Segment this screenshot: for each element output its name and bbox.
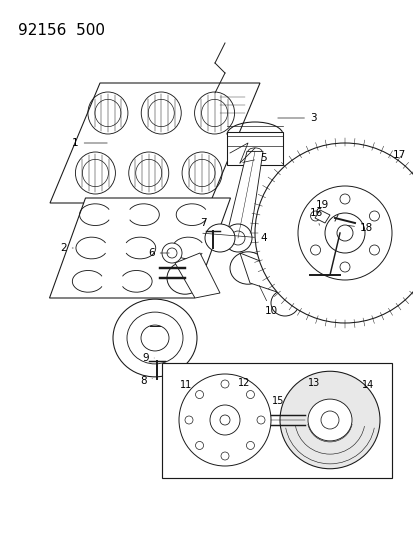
Circle shape — [254, 143, 413, 323]
Text: 11: 11 — [180, 380, 192, 390]
Text: 15: 15 — [271, 396, 284, 406]
Circle shape — [230, 231, 244, 245]
Circle shape — [246, 441, 254, 449]
Ellipse shape — [166, 262, 202, 294]
Circle shape — [246, 391, 254, 399]
Text: 8: 8 — [140, 376, 152, 386]
Text: 1: 1 — [72, 138, 107, 148]
Ellipse shape — [307, 399, 351, 441]
Polygon shape — [289, 265, 324, 295]
Text: 9: 9 — [142, 353, 154, 363]
Polygon shape — [225, 151, 262, 238]
Text: 19: 19 — [315, 200, 328, 213]
Text: 16: 16 — [309, 208, 323, 225]
Bar — [161, 363, 391, 478]
Circle shape — [185, 416, 192, 424]
Text: 4: 4 — [202, 233, 266, 243]
Circle shape — [219, 415, 230, 425]
Text: 92156  500: 92156 500 — [18, 23, 105, 38]
Text: 6: 6 — [147, 248, 169, 258]
Text: 10: 10 — [259, 286, 278, 316]
Text: 17: 17 — [389, 150, 405, 160]
Circle shape — [310, 211, 320, 221]
Ellipse shape — [271, 290, 298, 316]
Circle shape — [221, 452, 228, 460]
Circle shape — [320, 411, 338, 429]
Polygon shape — [175, 253, 219, 298]
Circle shape — [336, 225, 352, 241]
Circle shape — [368, 245, 379, 255]
Ellipse shape — [141, 325, 169, 351]
Circle shape — [221, 380, 228, 388]
Text: 2: 2 — [60, 243, 73, 253]
Text: 5: 5 — [242, 153, 266, 163]
Ellipse shape — [204, 224, 235, 252]
Text: 7: 7 — [199, 218, 212, 233]
Polygon shape — [50, 83, 259, 203]
Bar — [226, 132, 282, 165]
Circle shape — [195, 441, 203, 449]
Circle shape — [339, 194, 349, 204]
Text: 12: 12 — [237, 378, 250, 388]
Circle shape — [195, 391, 203, 399]
Circle shape — [368, 211, 379, 221]
Ellipse shape — [113, 299, 197, 377]
Circle shape — [324, 213, 364, 253]
Polygon shape — [314, 210, 329, 223]
Circle shape — [297, 186, 391, 280]
Ellipse shape — [279, 372, 379, 469]
Circle shape — [310, 245, 320, 255]
Ellipse shape — [291, 259, 327, 291]
Ellipse shape — [127, 312, 183, 364]
Circle shape — [339, 262, 349, 272]
Circle shape — [223, 224, 252, 252]
Polygon shape — [50, 198, 230, 298]
Text: 14: 14 — [361, 380, 373, 390]
Circle shape — [161, 243, 182, 263]
Circle shape — [256, 416, 264, 424]
Text: 18: 18 — [347, 223, 373, 233]
Text: 13: 13 — [307, 378, 320, 388]
Polygon shape — [240, 253, 279, 293]
Text: 3: 3 — [277, 113, 316, 123]
Circle shape — [209, 405, 240, 435]
Circle shape — [178, 374, 271, 466]
Circle shape — [166, 248, 177, 258]
Ellipse shape — [230, 252, 266, 284]
